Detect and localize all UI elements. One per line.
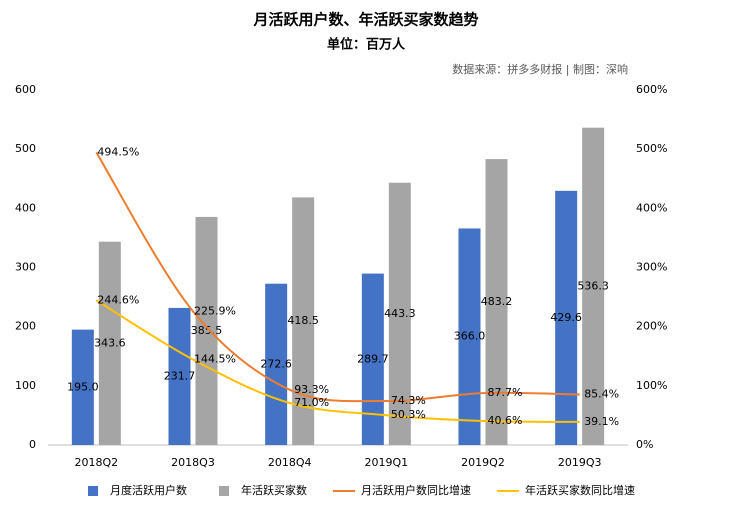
line-value-label: 40.6%	[488, 414, 523, 427]
x-tick-label: 2018Q4	[268, 456, 312, 469]
bar	[555, 190, 578, 445]
y-tick-label: 600	[15, 83, 36, 96]
x-tick-label: 2018Q3	[171, 456, 215, 469]
legend-label: 月活跃用户数同比增速	[361, 483, 471, 497]
chart-title: 月活跃用户数、年活跃买家数趋势	[252, 11, 478, 29]
y2-tick-label: 0%	[636, 438, 653, 451]
bar-value-label: 483.2	[481, 295, 513, 308]
y-tick-label: 500	[15, 142, 36, 155]
y-tick-label: 400	[15, 201, 36, 214]
bar	[98, 241, 121, 445]
bar	[388, 182, 411, 445]
bar-value-label: 443.3	[384, 307, 416, 320]
bar-value-label: 385.5	[191, 324, 223, 337]
x-tick-label: 2019Q3	[558, 456, 602, 469]
line-series	[95, 299, 580, 423]
line-value-label: 244.6%	[97, 293, 139, 306]
y-tick-label: 100	[15, 379, 36, 392]
bar-value-label: 231.7	[164, 369, 196, 382]
bar	[361, 273, 384, 445]
y2-tick-label: 100%	[636, 379, 667, 392]
legend-swatch	[88, 486, 98, 496]
y2-tick-label: 400%	[636, 201, 667, 214]
x-tick-label: 2019Q1	[365, 456, 409, 469]
bar	[195, 216, 218, 445]
y2-tick-label: 500%	[636, 142, 667, 155]
line-series	[95, 151, 580, 403]
y2-tick-label: 200%	[636, 320, 667, 333]
bar-value-label: 272.6	[260, 357, 292, 370]
y2-tick-label: 300%	[636, 261, 667, 274]
bar-value-label: 429.6	[550, 311, 582, 324]
line-value-label: 144.5%	[194, 353, 236, 366]
legend-label: 年活跃买家数同比增速	[525, 483, 635, 497]
legend-label: 年活跃买家数	[241, 483, 307, 497]
x-tick-label: 2019Q2	[461, 456, 505, 469]
line-value-label: 39.1%	[584, 415, 619, 428]
bar	[265, 283, 288, 445]
y2-tick-label: 600%	[636, 83, 667, 96]
bar	[168, 307, 191, 445]
bar-value-label: 343.6	[94, 336, 126, 349]
source-note: 数据来源：拼多多财报 | 制图：深响	[452, 62, 628, 76]
line-value-label: 85.4%	[584, 387, 619, 400]
bar-value-label: 536.3	[577, 279, 609, 292]
bar-value-label: 366.0	[454, 330, 486, 343]
line-value-label: 74.3%	[391, 394, 426, 407]
y-tick-label: 200	[15, 320, 36, 333]
legend-swatch	[219, 486, 229, 496]
line-value-label: 225.9%	[194, 304, 236, 317]
bar-value-label: 418.5	[287, 314, 319, 327]
bar-value-label: 289.7	[357, 352, 389, 365]
bar	[292, 197, 315, 445]
chart-subtitle: 单位：百万人	[327, 37, 406, 53]
bar	[582, 127, 605, 446]
line-value-label: 93.3%	[294, 383, 329, 396]
legend-label: 月度活跃用户数	[110, 483, 187, 497]
x-tick-label: 2018Q2	[75, 456, 119, 469]
line-value-label: 71.0%	[294, 396, 329, 409]
bar	[71, 329, 94, 445]
y-tick-label: 300	[15, 261, 36, 274]
bar-value-label: 195.0	[67, 380, 99, 393]
y-tick-label: 0	[29, 438, 36, 451]
line-value-label: 50.3%	[391, 408, 426, 421]
line-value-label: 494.5%	[97, 145, 139, 158]
bar	[458, 228, 481, 445]
line-value-label: 87.7%	[488, 386, 523, 399]
bar	[485, 159, 508, 445]
